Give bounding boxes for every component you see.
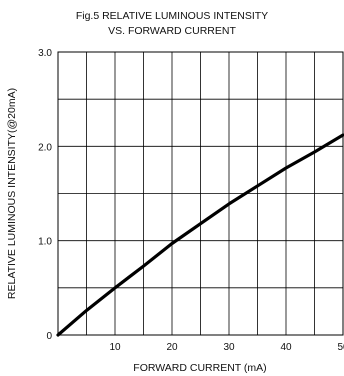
x-tick-labels: 10 20 30 40 50	[109, 342, 344, 353]
grid	[58, 52, 343, 335]
y-axis-label: RELATIVE LUMINOUS INTENSITY(@20mA)	[6, 88, 18, 299]
plot-border	[57, 51, 344, 336]
x-tick-label: 20	[166, 342, 178, 353]
y-tick-label: 2.0	[38, 142, 52, 153]
x-tick-label: 30	[223, 342, 235, 353]
y-tick-label: 1.0	[38, 237, 52, 248]
y-tick-label: 0	[46, 331, 52, 342]
chart-title-line2: VS. FORWARD CURRENT	[108, 25, 236, 37]
y-tick-label: 3.0	[38, 48, 52, 59]
chart-title-line1: Fig.5 RELATIVE LUMINOUS INTENSITY	[76, 10, 268, 22]
x-axis-label: FORWARD CURRENT (mA)	[133, 362, 266, 374]
plot-frame	[57, 51, 344, 336]
y-tick-labels: 0 1.0 2.0 3.0	[38, 48, 52, 342]
x-tick-label: 10	[109, 342, 121, 353]
series-line	[56, 133, 344, 337]
series	[56, 133, 344, 337]
x-tick-label: 50	[337, 342, 344, 353]
x-tick-label: 40	[280, 342, 292, 353]
